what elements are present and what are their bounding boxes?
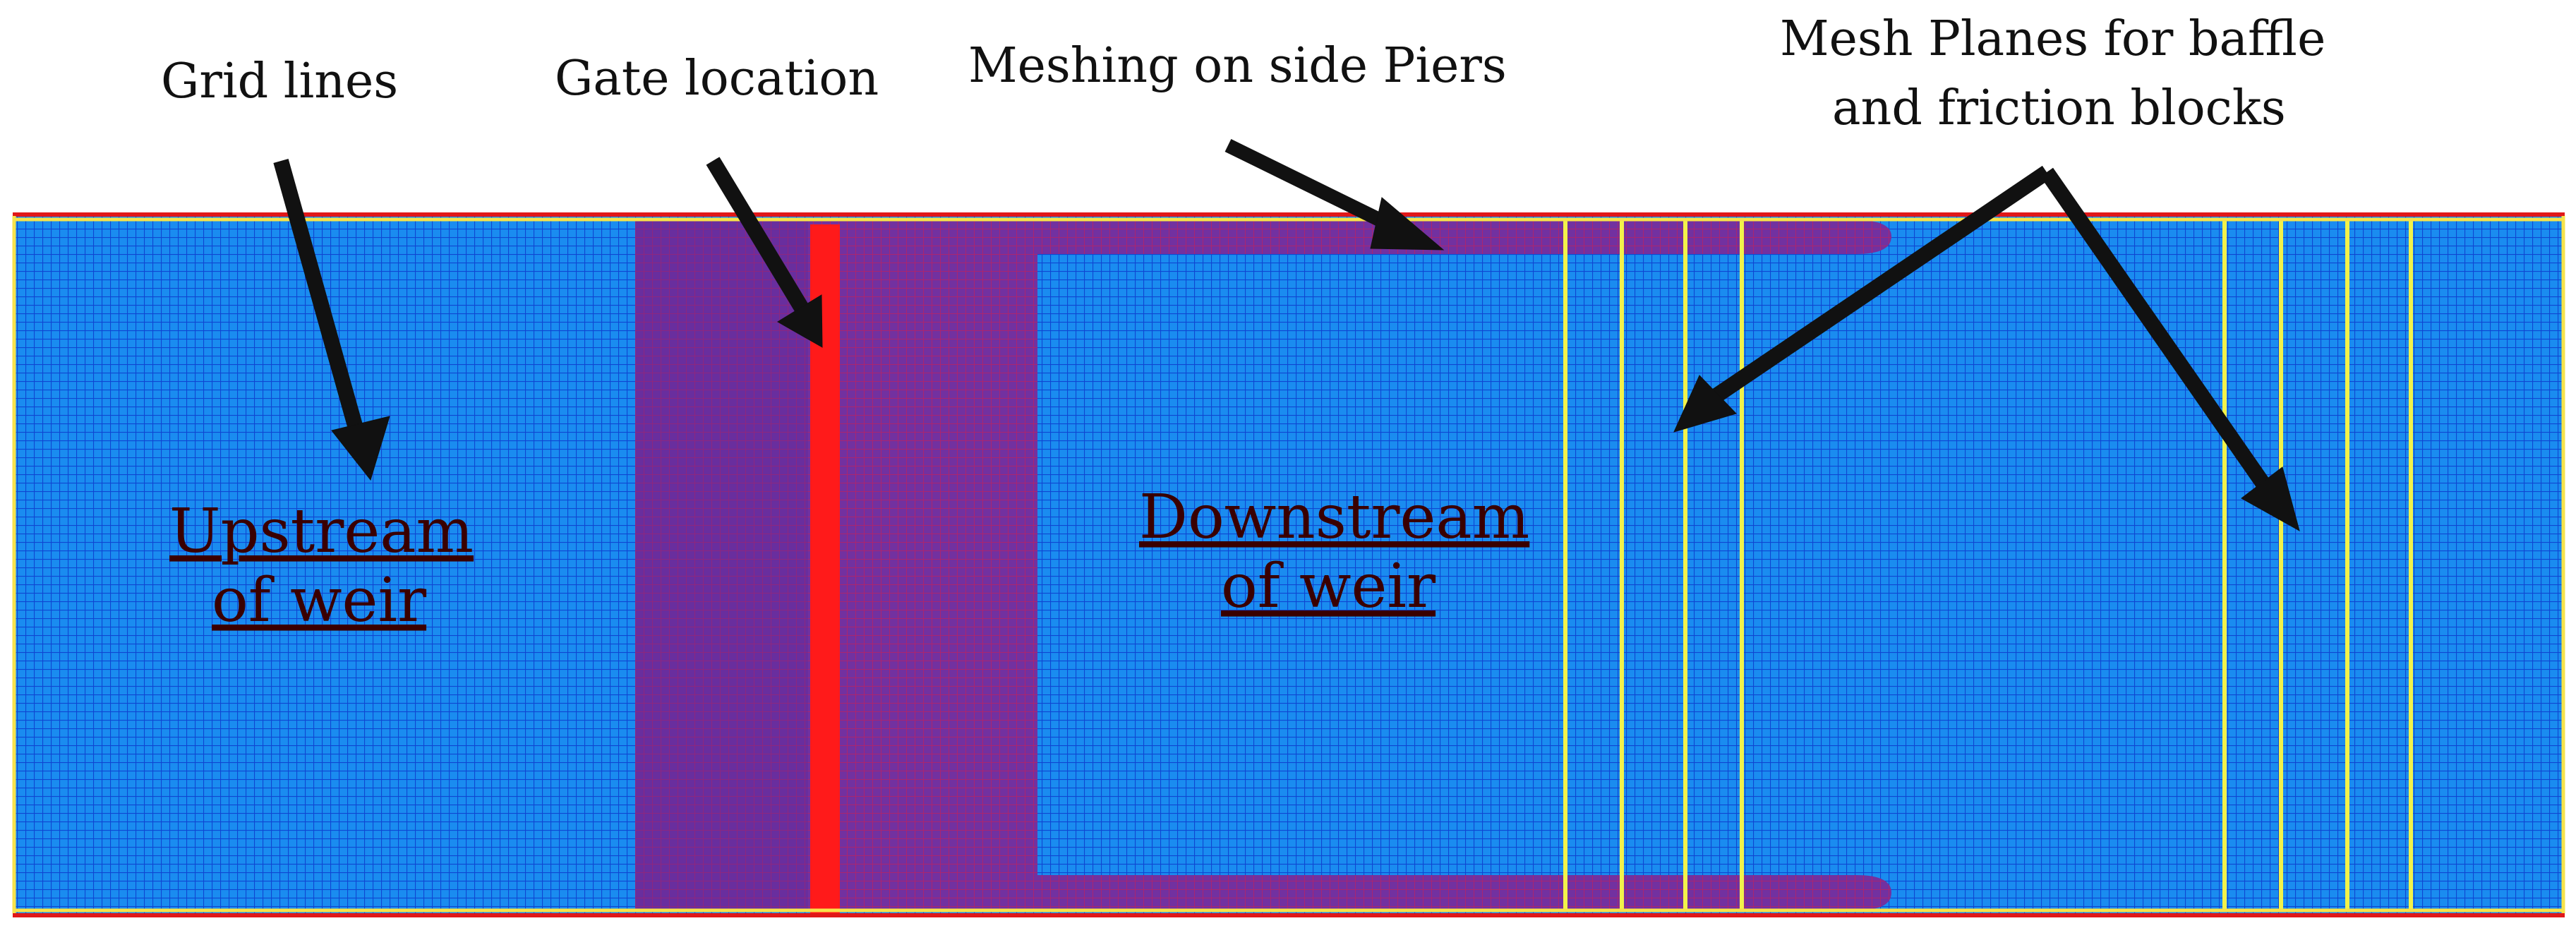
mesh-planes-arrow-right (2040, 167, 2273, 492)
grid-lines-arrow (273, 159, 368, 445)
side-pier-grid (635, 220, 1891, 910)
mesh-planes-label-line1: Mesh Planes for baffle (1780, 11, 2325, 67)
grid-lines-pattern (13, 216, 2565, 913)
weir-crest-band (635, 220, 808, 910)
downstream-label-line1: Downstream (1139, 482, 1529, 553)
computational-domain (13, 216, 2565, 913)
gate-location-arrowhead (777, 294, 823, 348)
mesh-planes-arrowhead-left (1673, 375, 1737, 433)
side-piers-arrow (1224, 139, 1387, 228)
grid-lines-label: Grid lines (161, 54, 398, 109)
mesh-planes-arrow-left (1710, 165, 2052, 404)
arrows (273, 139, 2300, 532)
domain-frame (12, 212, 2565, 917)
downstream-label-line2: of weir (1221, 551, 1436, 622)
grid-lines-arrowhead (331, 416, 390, 481)
gate-location-label: Gate location (555, 51, 879, 107)
side-piers-label: Meshing on side Piers (968, 38, 1507, 94)
mesh-planes-arrowhead-right (2241, 466, 2300, 532)
side-piers-arrowhead (1370, 197, 1445, 251)
upstream-label-line2: of weir (212, 565, 427, 636)
upstream-label-line1: Upstream (169, 496, 474, 567)
gate-location-arrow (706, 157, 810, 315)
mesh-planes-label-line2: and friction blocks (1832, 80, 2286, 136)
mesh-planes (1563, 219, 2413, 910)
